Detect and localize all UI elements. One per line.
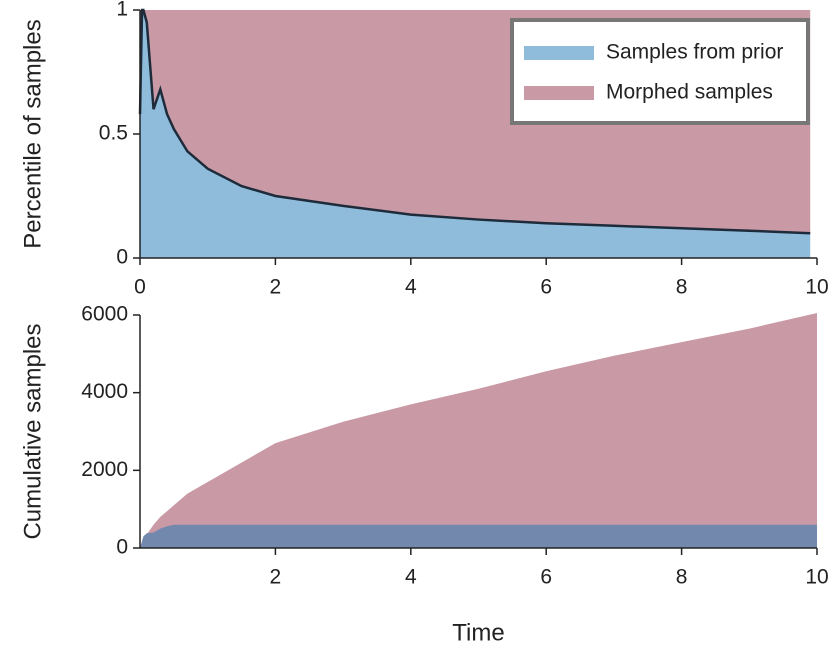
x-tick-label: 10 [805, 566, 828, 589]
legend-box [510, 18, 810, 125]
y-tick-label: 0 [116, 536, 128, 559]
x-axis-label: Time [452, 619, 504, 645]
legend-swatch [524, 86, 594, 100]
y-axis-label: Cumulative samples [19, 323, 46, 539]
x-tick-label: 0 [134, 276, 146, 299]
x-tick-label: 8 [676, 566, 688, 589]
x-tick-label: 10 [805, 276, 828, 299]
x-tick-label: 2 [270, 566, 282, 589]
area [140, 10, 811, 258]
y-tick-label: 0 [116, 246, 128, 269]
y-tick-label: 0.5 [99, 122, 128, 145]
x-tick-label: 4 [405, 276, 417, 299]
area [140, 313, 817, 548]
y-axis-label: Percentile of samples [19, 19, 46, 248]
y-tick-label: 6000 [81, 303, 128, 326]
x-tick-label: 8 [676, 276, 688, 299]
area [140, 524, 817, 548]
x-tick-label: 6 [540, 566, 552, 589]
boundary-line [138, 8, 811, 235]
x-tick-label: 6 [540, 276, 552, 299]
legend-swatch [524, 46, 594, 60]
y-tick-label: 1 [116, 0, 128, 21]
y-tick-label: 4000 [81, 380, 128, 403]
x-tick-label: 4 [405, 566, 417, 589]
legend-label: Morphed samples [606, 81, 773, 104]
y-tick-label: 2000 [81, 458, 128, 481]
legend: Samples from prior Morphed samples [510, 18, 810, 125]
legend-label: Samples from prior [606, 41, 783, 64]
x-tick-label: 2 [270, 276, 282, 299]
